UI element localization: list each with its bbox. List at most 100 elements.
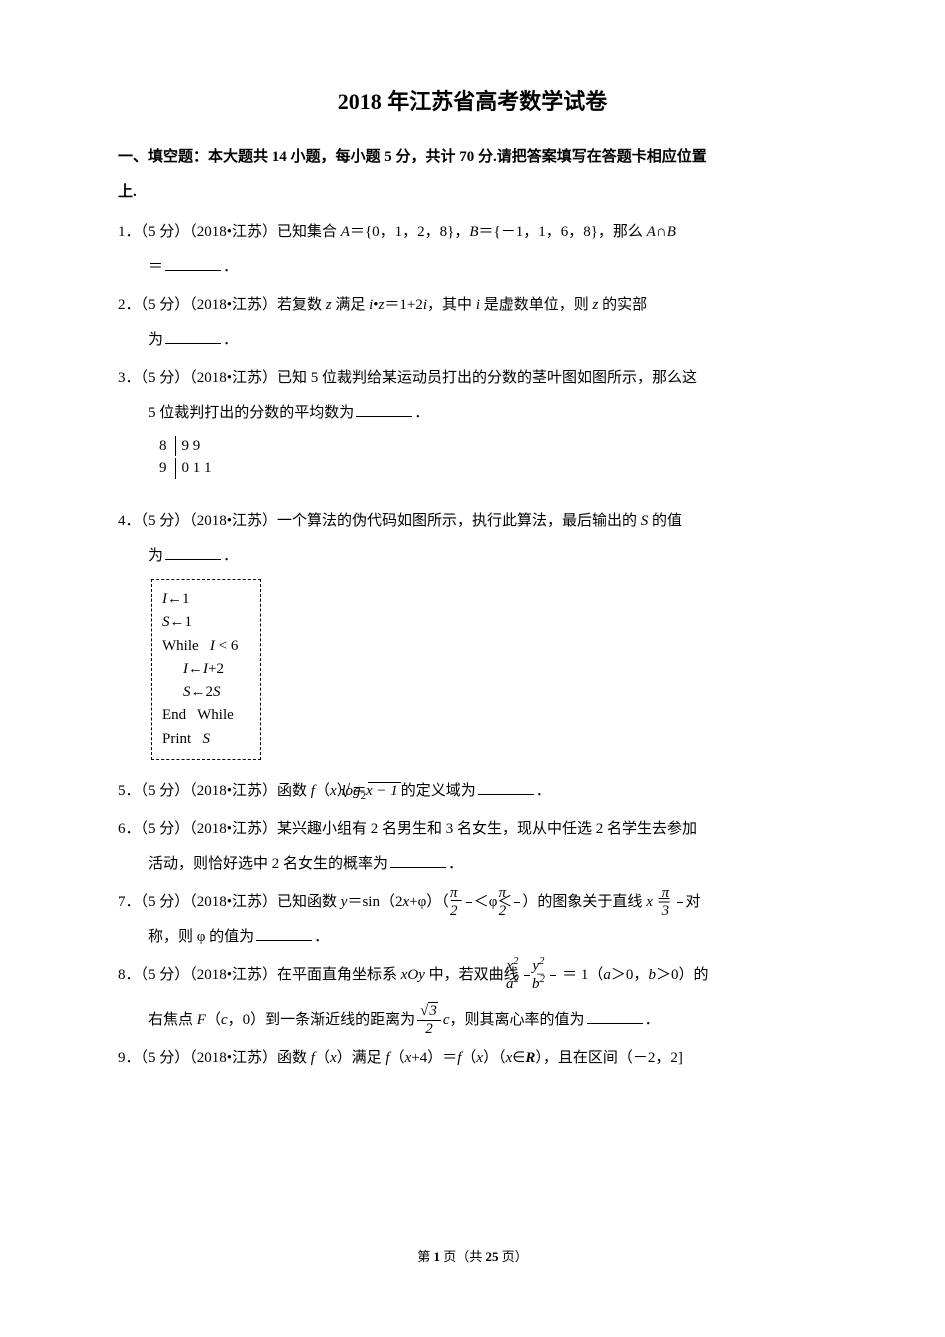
q5-rad-a: log bbox=[341, 783, 360, 799]
q8-h: （ bbox=[206, 1012, 221, 1028]
frac-x2a2: x2a2 bbox=[524, 959, 530, 992]
code-l2a: S bbox=[162, 614, 170, 630]
q2-d: ，其中 bbox=[427, 297, 476, 313]
code-l5b: ←2 bbox=[191, 684, 214, 700]
q9-i: ），且在区间（－2，2] bbox=[535, 1050, 683, 1066]
q1-text-a: 1．（5 分）（2018•江苏）已知集合 bbox=[118, 224, 341, 240]
q2-a: 2．（5 分）（2018•江苏）若复数 bbox=[118, 297, 326, 313]
code-l7a: Print bbox=[162, 731, 202, 747]
q4-d: ． bbox=[223, 548, 238, 564]
q2-b: 满足 bbox=[332, 297, 370, 313]
blank bbox=[165, 544, 221, 560]
code-l6: End While bbox=[162, 707, 234, 723]
q3-b: 5 位裁判打出的分数的平均数为 bbox=[148, 405, 354, 421]
q8-j: ，则其离心率的值为 bbox=[450, 1012, 585, 1028]
page: 2018 年江苏省高考数学试卷 一、填空题：本大题共 14 小题，每小题 5 分… bbox=[0, 0, 945, 1337]
q5-e: ． bbox=[536, 783, 551, 799]
code-l4b: ← bbox=[188, 661, 203, 677]
sqrt-expr: √log2x − 1 bbox=[370, 782, 400, 800]
q9-g: ）（ bbox=[483, 1050, 506, 1066]
section-instruction: 一、填空题：本大题共 14 小题，每小题 5 分，共计 70 分.请把答案填写在… bbox=[118, 140, 827, 209]
q1-text-e: ． bbox=[223, 259, 238, 275]
blank bbox=[356, 401, 412, 417]
q9-h: ∈ bbox=[512, 1050, 525, 1066]
q2-e: 是虚数单位，则 bbox=[480, 297, 593, 313]
q4-c: 为 bbox=[148, 548, 163, 564]
stem-leaf-plot: 89 9 90 1 1 bbox=[151, 434, 220, 481]
q7-f: ． bbox=[314, 929, 329, 945]
q1-text-d: ＝ bbox=[148, 259, 163, 275]
q7-e: 称，则 φ 的值为 bbox=[148, 929, 254, 945]
q6-c: ． bbox=[448, 856, 463, 872]
q5-b: （ bbox=[315, 783, 330, 799]
q6-b: 活动，则恰好选中 2 名女生的概率为 bbox=[148, 856, 388, 872]
frac-pi-3: π3 bbox=[677, 886, 683, 919]
question-6: 6．（5 分）（2018•江苏）某兴趣小组有 2 名男生和 3 名女生，现从中任… bbox=[118, 812, 827, 881]
q6-a: 6．（5 分）（2018•江苏）某兴趣小组有 2 名男生和 3 名女生，现从中任… bbox=[118, 821, 697, 837]
blank bbox=[165, 255, 221, 271]
frac-y2b2: y2b2 bbox=[550, 959, 556, 992]
footer-a: 第 bbox=[417, 1249, 433, 1264]
pseudocode-box: I←1 S←1 While I < 6 I←I+2S←2SEnd While P… bbox=[151, 579, 261, 760]
page-title: 2018 年江苏省高考数学试卷 bbox=[118, 84, 827, 116]
question-9: 9．（5 分）（2018•江苏）函数 f（x）满足 f（x+4）＝f（x）（x∈… bbox=[118, 1041, 827, 1076]
q9-c: ）满足 bbox=[337, 1050, 386, 1066]
q5-rad-c: x − 1 bbox=[366, 783, 398, 799]
blank bbox=[587, 1008, 643, 1024]
blank bbox=[390, 852, 446, 868]
frac-sqrt3-2: √32 bbox=[417, 1004, 441, 1037]
q8-g: 右焦点 bbox=[148, 1012, 197, 1028]
stem-0: 8 bbox=[153, 436, 173, 456]
q7-b: ＝sin（2 bbox=[347, 894, 402, 910]
q7-c3: ）的图象关于直线 bbox=[522, 894, 646, 910]
q1-text-c: ＝{－1，1，6，8}，那么 bbox=[479, 224, 647, 240]
q9-e: +4）＝ bbox=[411, 1050, 457, 1066]
q1-text-b: ＝{0，1，2，8}， bbox=[350, 224, 469, 240]
footer-total: 25 bbox=[486, 1249, 499, 1264]
q2-f: 的实部 bbox=[598, 297, 647, 313]
code-l2b: ←1 bbox=[170, 614, 193, 630]
instr-text-2: 上. bbox=[118, 184, 137, 200]
q2-c: ＝1+2 bbox=[384, 297, 422, 313]
leaf-0: 9 9 bbox=[175, 436, 218, 456]
q8-a: 8．（5 分）（2018•江苏）在平面直角坐标系 bbox=[118, 967, 401, 983]
q8-d: ＝ 1（ bbox=[558, 967, 603, 983]
code-l5a: S bbox=[183, 684, 191, 700]
code-l1b: ←1 bbox=[167, 591, 190, 607]
leaf-1: 0 1 1 bbox=[175, 458, 218, 478]
question-3: 3．（5 分）（2018•江苏）已知 5 位裁判给某运动员打出的分数的茎叶图如图… bbox=[118, 361, 827, 500]
code-l3c: < 6 bbox=[215, 638, 238, 654]
code-l3a: While bbox=[162, 638, 210, 654]
q3-c: ． bbox=[414, 405, 429, 421]
footer-c: 页） bbox=[499, 1249, 528, 1264]
blank bbox=[256, 925, 312, 941]
question-7: 7．（5 分）（2018•江苏）已知函数 y＝sin（2x+φ）（－π2＜φ＜π… bbox=[118, 885, 827, 954]
q4-b: 的值 bbox=[648, 513, 682, 529]
q9-a: 9．（5 分）（2018•江苏）函数 bbox=[118, 1050, 311, 1066]
q2-g: 为 bbox=[148, 332, 163, 348]
q9-f: （ bbox=[461, 1050, 476, 1066]
blank bbox=[165, 328, 221, 344]
question-2: 2．（5 分）（2018•江苏）若复数 z 满足 i•z＝1+2i，其中 i 是… bbox=[118, 288, 827, 357]
question-4: 4．（5 分）（2018•江苏）一个算法的伪代码如图所示，执行此算法，最后输出的… bbox=[118, 504, 827, 770]
q8-f: ＞0）的 bbox=[656, 967, 709, 983]
q7-d: 对 bbox=[685, 894, 700, 910]
q4-a: 4．（5 分）（2018•江苏）一个算法的伪代码如图所示，执行此算法，最后输出的 bbox=[118, 513, 641, 529]
q8-k: ． bbox=[645, 1012, 660, 1028]
q5-a: 5．（5 分）（2018•江苏）函数 bbox=[118, 783, 311, 799]
blank bbox=[478, 779, 534, 795]
q8-i: ，0）到一条渐近线的距离为 bbox=[228, 1012, 416, 1028]
q3-a: 3．（5 分）（2018•江苏）已知 5 位裁判给某运动员打出的分数的茎叶图如图… bbox=[118, 370, 697, 386]
question-1: 1．（5 分）（2018•江苏）已知集合 A＝{0，1，2，8}，B＝{－1，1… bbox=[118, 215, 827, 284]
frac-pi-2a: π2 bbox=[466, 886, 472, 919]
code-l7b: S bbox=[202, 731, 210, 747]
q7-a: 7．（5 分）（2018•江苏）已知函数 bbox=[118, 894, 341, 910]
question-5: 5．（5 分）（2018•江苏）函数 f（x）＝ √log2x − 1的定义域为… bbox=[118, 774, 827, 809]
q8-e: ＞0， bbox=[611, 967, 649, 983]
q5-d: 的定义域为 bbox=[401, 783, 476, 799]
footer-b: 页（共 bbox=[440, 1249, 486, 1264]
code-l5c: S bbox=[213, 684, 221, 700]
code-l4d: +2 bbox=[208, 661, 224, 677]
page-footer: 第 1 页（共 25 页） bbox=[0, 1246, 945, 1265]
question-8: 8．（5 分）（2018•江苏）在平面直角坐标系 xOy 中，若双曲线 x2a2… bbox=[118, 958, 827, 1037]
